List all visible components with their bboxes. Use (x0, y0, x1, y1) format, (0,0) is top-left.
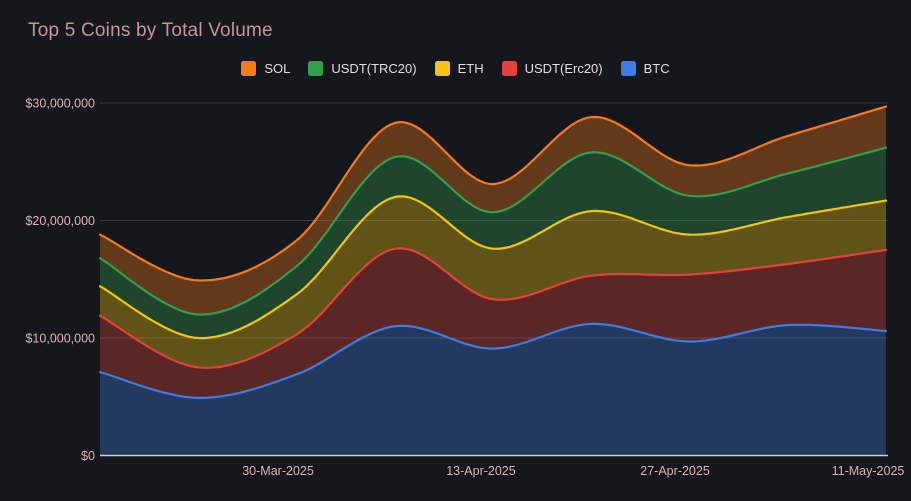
legend-item-sol[interactable]: SOL (241, 61, 290, 76)
legend-label-eth: ETH (457, 61, 484, 76)
x-tick-13-apr: 13-Apr-2025 (446, 464, 516, 478)
y-tick-30m: $30,000,000 (25, 97, 95, 111)
x-tick-30-mar: 30-Mar-2025 (242, 464, 314, 478)
legend-item-usdt-erc20[interactable]: USDT(Erc20) (501, 61, 603, 76)
legend-swatch-usdt-trc20[interactable] (308, 61, 324, 76)
legend-label-usdt-trc20: USDT(TRC20) (331, 61, 417, 76)
legend-label-sol: SOL (264, 61, 291, 76)
gridlines (100, 102, 888, 339)
x-tick-27-apr: 27-Apr-2025 (640, 464, 710, 478)
series-lines (98, 105, 888, 399)
legend: SOL USDT(TRC20) ETH USDT(Erc20) BTC (0, 61, 911, 76)
legend-swatch-eth[interactable] (434, 61, 450, 76)
y-axis-labels: $30,000,000 $20,000,000 $10,000,000 $0 (25, 97, 95, 464)
y-tick-0: $0 (81, 449, 95, 463)
x-tick-11-may: 11-May-2025 (832, 464, 905, 478)
x-axis-labels: 30-Mar-2025 13-Apr-2025 27-Apr-2025 11-M… (242, 464, 904, 478)
legend-swatch-sol[interactable] (241, 61, 257, 76)
chart-title: Top 5 Coins by Total Volume (28, 20, 273, 41)
legend-label-usdt-erc20: USDT(Erc20) (524, 61, 603, 76)
legend-swatch-usdt-erc20[interactable] (501, 61, 517, 76)
y-tick-10m: $10,000,000 (25, 332, 95, 346)
area-bands (100, 106, 886, 456)
legend-item-usdt-trc20[interactable]: USDT(TRC20) (308, 61, 417, 76)
legend-label-btc: BTC (643, 61, 670, 76)
legend-swatch-btc[interactable] (620, 61, 636, 76)
legend-item-btc[interactable]: BTC (620, 61, 670, 76)
y-tick-20m: $20,000,000 (25, 214, 95, 228)
legend-item-eth[interactable]: ETH (434, 61, 484, 76)
